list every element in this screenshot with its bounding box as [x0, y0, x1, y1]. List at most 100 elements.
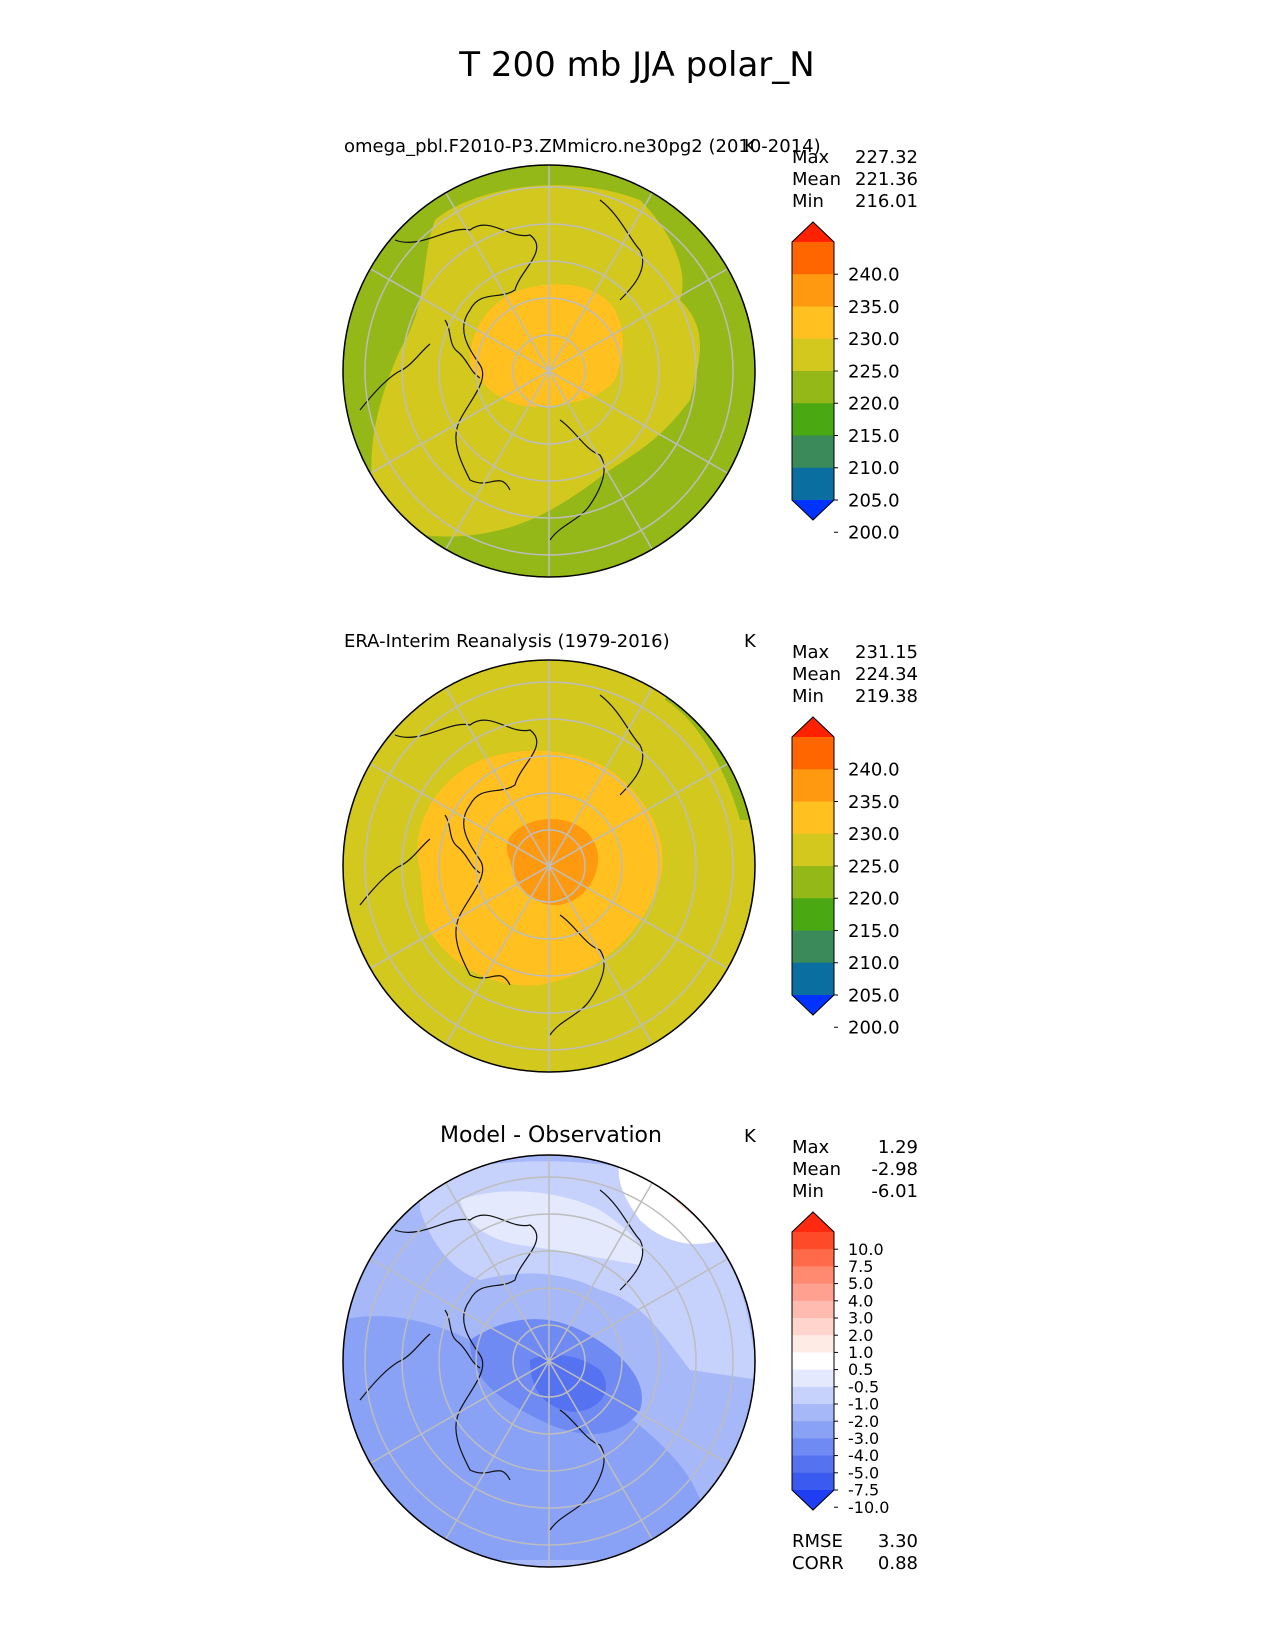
panel-diff: Model - Observation K Max 1.29 Mean -2.9…: [342, 1123, 918, 1574]
panel-diff-stats: Max 1.29 Mean -2.98 Min -6.01: [792, 1137, 918, 1202]
colorbar-tick-label: 10.0: [848, 1240, 884, 1259]
colorbar-swatch: [792, 1455, 834, 1474]
stat-label: Min: [792, 191, 824, 212]
colorbar-tick-label: 205.0: [848, 985, 900, 1006]
colorbar-tick-label: 240.0: [848, 760, 900, 781]
graticule: [364, 660, 734, 1072]
colorbar-swatch: [792, 801, 834, 835]
panel-diff-extra-stats: RMSE 3.30 CORR 0.88: [792, 1531, 918, 1574]
field-region: [460, 1191, 643, 1265]
colorbar-swatch: [792, 1386, 834, 1405]
colorbar-tick-label: -2.0: [848, 1412, 879, 1431]
map-border: [342, 659, 756, 1073]
colorbar-tick-label: 230.0: [848, 329, 900, 350]
colorbar-swatch: [792, 467, 834, 501]
colorbar-swatch: [792, 737, 834, 770]
colorbar-swatch: [792, 1318, 834, 1336]
stat-value: 219.38: [855, 686, 918, 707]
panel-model-stats: Max 227.32 Mean 221.36 Min 216.01: [792, 147, 918, 212]
colorbar-swatch: [792, 435, 834, 469]
panel-model-units: K: [744, 136, 757, 157]
coastlines: [359, 199, 644, 541]
coastlines: [359, 694, 644, 1036]
polar-map-diff: [343, 1155, 755, 1567]
colorbar-swatch: [792, 274, 834, 307]
stat-label: RMSE: [792, 1531, 843, 1552]
colorbar-tick-label: 235.0: [848, 792, 900, 813]
colorbar-tick-label: -10.0: [848, 1498, 889, 1517]
colorbar-tick-label: 200.0: [848, 1018, 900, 1039]
colorbar-tick-label: 200.0: [848, 523, 900, 544]
stat-label: Min: [792, 686, 824, 707]
colorbar-swatch: [792, 769, 834, 802]
stat-label: Max: [792, 1137, 830, 1158]
colorbar-tick-label: 220.0: [848, 394, 900, 415]
colorbar-tick-label: -5.0: [848, 1463, 879, 1482]
field-region: [343, 1316, 700, 1560]
panel-obs-title: ERA-Interim Reanalysis (1979-2016): [344, 631, 670, 652]
colorbar-diff: 10.07.55.04.03.02.01.00.5-0.5-1.0-2.0-3.…: [791, 1211, 889, 1517]
polar-map-model: [343, 165, 755, 577]
stat-value: 216.01: [855, 191, 918, 212]
colorbar-extend-min: [792, 995, 834, 1015]
colorbar-tick-label: 235.0: [848, 297, 900, 318]
coastlines: [359, 1189, 644, 1531]
colorbar-tick-label: -0.5: [848, 1377, 879, 1396]
stat-value: 224.34: [855, 664, 918, 685]
colorbar-tick-label: -4.0: [848, 1446, 879, 1465]
stat-label: Mean: [792, 169, 841, 190]
polar-map-obs: [343, 660, 755, 1072]
stat-value: -2.98: [871, 1159, 918, 1180]
colorbar-model: 240.0 235.0 230.0 225.0 220.0 215.0 210.0 205.0…: [791, 221, 900, 544]
colorbar-tick-label: 240.0: [848, 265, 900, 286]
colorbar-extend-max: [792, 717, 834, 737]
colorbar-swatch: [792, 930, 834, 964]
stat-value: 221.36: [855, 169, 918, 190]
colorbar-swatch: [792, 1404, 834, 1422]
colorbar-extend-min: [792, 500, 834, 520]
colorbar-swatch: [792, 1472, 834, 1491]
colorbar-swatch: [792, 1300, 834, 1319]
stat-value: 227.32: [855, 147, 918, 168]
stat-value: 1.29: [878, 1137, 918, 1158]
colorbar-tick-label: 225.0: [848, 856, 900, 877]
panel-model: omega_pbl.F2010-P3.ZMmicro.ne30pg2 (2010…: [342, 136, 918, 578]
stat-label: Mean: [792, 664, 841, 685]
colorbar-extend-max: [792, 1212, 834, 1232]
colorbar-tick-label: 3.0: [848, 1309, 873, 1328]
colorbar-swatch: [792, 1335, 834, 1353]
graticule: [364, 165, 734, 577]
colorbar-tick-label: 7.5: [848, 1257, 873, 1276]
colorbar-tick-label: 215.0: [848, 921, 900, 942]
stat-label: Mean: [792, 1159, 841, 1180]
colorbar-swatch: [792, 306, 834, 340]
colorbar-tick-label: 1.0: [848, 1343, 873, 1362]
colorbar-swatch: [792, 242, 834, 275]
colorbar-swatch: [792, 338, 834, 372]
colorbar-swatch: [792, 866, 834, 899]
colorbar-extend-min: [792, 1490, 834, 1510]
colorbar-swatch: [792, 1249, 834, 1267]
stat-value: 231.15: [855, 642, 918, 663]
colorbar-swatch: [792, 1352, 834, 1371]
colorbar-tick-label: -7.5: [848, 1481, 879, 1500]
panel-obs-units: K: [744, 631, 757, 652]
figure-title: T 200 mb JJA polar_N: [458, 45, 814, 85]
stat-label: Max: [792, 147, 830, 168]
panel-diff-units: K: [744, 1126, 757, 1147]
colorbar-tick-label: 2.0: [848, 1326, 873, 1345]
colorbar-tick-label: 4.0: [848, 1291, 873, 1310]
colorbar-swatch: [792, 1421, 834, 1439]
map-border: [342, 164, 756, 578]
stat-label: Min: [792, 1181, 824, 1202]
panel-diff-title: Model - Observation: [440, 1123, 662, 1148]
colorbar-tick-label: 230.0: [848, 824, 900, 845]
colorbar-swatch: [792, 1266, 834, 1285]
colorbar-tick-label: 5.0: [848, 1274, 873, 1293]
colorbar-tick-label: 215.0: [848, 426, 900, 447]
colorbar-tick-label: 210.0: [848, 953, 900, 974]
colorbar-tick-label: -1.0: [848, 1395, 879, 1414]
colorbar-swatch: [792, 1232, 834, 1250]
field-region: [618, 1160, 720, 1244]
